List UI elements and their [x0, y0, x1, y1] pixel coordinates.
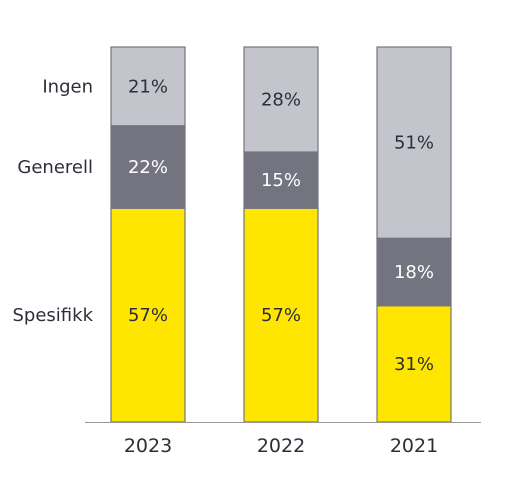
bar-segment-generell-2021 [376, 237, 452, 307]
bar-segment-ingen-2021 [376, 46, 452, 239]
data-label-generell-2023: 22% [128, 157, 168, 178]
bar-segment-spesifikk-2023 [110, 207, 186, 423]
data-label-spesifikk-2022: 57% [261, 305, 301, 326]
bar-segment-ingen-2023 [110, 46, 186, 127]
bar-segment-spesifikk-2022 [243, 207, 319, 423]
series-label-ingen: Ingen [42, 76, 93, 97]
bar-segments [110, 46, 452, 423]
series-label-spesifikk: Spesifikk [13, 305, 94, 326]
bar-segment-generell-2022 [243, 151, 319, 209]
series-category-labels: Spesifikk Generell Ingen [13, 76, 94, 326]
x-tick-label-2021: 2021 [390, 435, 438, 457]
bar-segment-ingen-2022 [243, 46, 319, 153]
data-label-ingen-2021: 51% [394, 133, 434, 154]
series-label-generell: Generell [17, 157, 93, 178]
x-tick-label-2022: 2022 [257, 435, 305, 457]
data-label-generell-2022: 15% [261, 170, 301, 191]
x-axis-tick-labels: 2023 2022 2021 [124, 435, 438, 457]
data-label-ingen-2023: 21% [128, 76, 168, 97]
data-label-generell-2021: 18% [394, 262, 434, 283]
data-label-spesifikk-2023: 57% [128, 305, 168, 326]
x-tick-label-2023: 2023 [124, 435, 172, 457]
data-label-ingen-2022: 28% [261, 90, 301, 111]
data-label-spesifikk-2021: 31% [394, 354, 434, 375]
bar-segment-generell-2023 [110, 125, 186, 209]
segment-value-labels: 57% 22% 21% 57% 15% 28% 31% 18% 51% [128, 76, 434, 375]
